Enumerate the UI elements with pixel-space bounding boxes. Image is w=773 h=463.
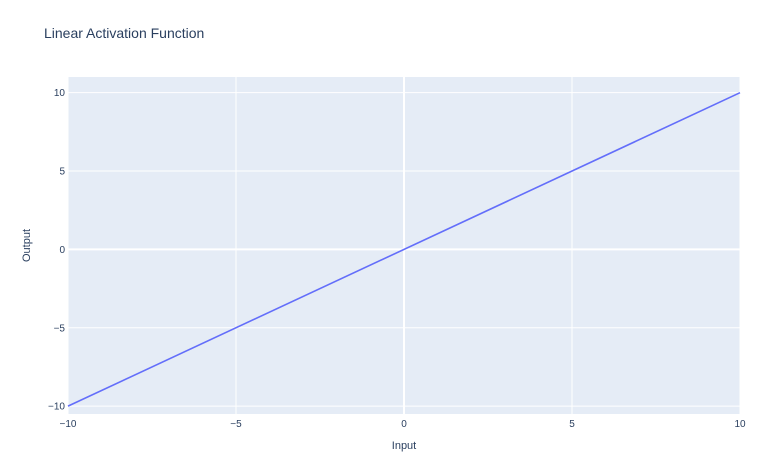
y-tick-label: 0 bbox=[59, 245, 65, 256]
y-tick-label: 10 bbox=[54, 88, 66, 99]
y-tick-label: −10 bbox=[48, 402, 65, 413]
series-layer bbox=[67, 91, 741, 407]
x-axis-ticks: −10 −5 0 5 10 bbox=[60, 419, 746, 430]
x-tick-label: −10 bbox=[60, 419, 77, 430]
x-tick-label: 5 bbox=[569, 419, 575, 430]
y-tick-label: −5 bbox=[54, 323, 66, 334]
x-tick-label: 0 bbox=[401, 419, 407, 430]
y-axis-title: Output bbox=[21, 229, 33, 262]
x-tick-label: 10 bbox=[734, 419, 746, 430]
chart-title: Linear Activation Function bbox=[44, 25, 204, 41]
y-tick-label: 5 bbox=[59, 167, 65, 178]
y-axis-ticks: −10 −5 0 5 10 bbox=[48, 88, 65, 412]
x-axis-title: Input bbox=[392, 440, 416, 452]
grid-lines bbox=[67, 77, 741, 414]
series-line-0 bbox=[67, 91, 741, 407]
x-tick-label: −5 bbox=[230, 419, 242, 430]
